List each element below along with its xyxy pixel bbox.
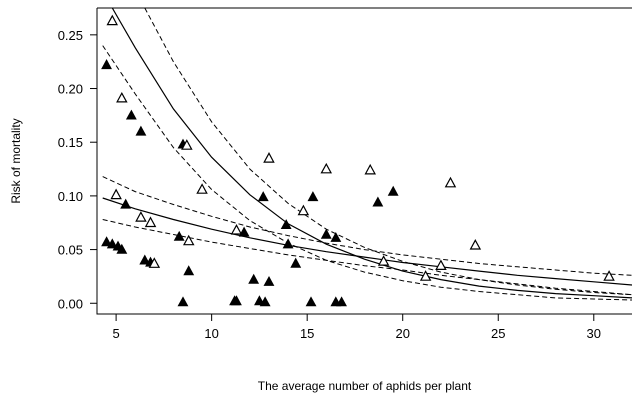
y-tick-label: 0.10 <box>58 189 83 204</box>
filled-triangle-point <box>259 296 271 307</box>
axis-ticks: 5 10 15 20 25 30 0.00 0.05 0.10 0.15 0.20 0.25 <box>58 28 601 341</box>
x-tick-label: 15 <box>300 326 314 341</box>
confidence-band-5 <box>102 45 632 301</box>
y-tick-label: 0.05 <box>58 243 83 258</box>
y-tick-label: 0.15 <box>58 135 83 150</box>
open-triangle-point <box>469 239 482 250</box>
filled-triangle-point <box>282 238 294 249</box>
x-tick-label: 25 <box>491 326 505 341</box>
filled-triangle-point <box>238 226 250 237</box>
open-triangle-point <box>603 270 615 281</box>
filled-triangle-point <box>336 296 347 307</box>
open-triangle-point <box>135 211 147 222</box>
fitted-curves <box>102 8 632 301</box>
filled-triangle-point <box>263 275 275 286</box>
open-triangle-point <box>110 188 122 200</box>
plot-frame <box>96 8 632 315</box>
confidence-band-1 <box>102 176 632 276</box>
open-triangle-point <box>196 183 208 194</box>
filled-triangle-point <box>101 236 112 247</box>
filled-triangle-point <box>257 191 269 202</box>
filled-triangle-point <box>307 191 319 202</box>
filled-triangle-point <box>290 257 302 268</box>
open-triangle-point <box>263 152 275 163</box>
filled-triangle-point <box>320 228 332 239</box>
x-tick-label: 10 <box>204 326 218 341</box>
x-axis-title: The average number of aphids per plant <box>258 379 472 393</box>
open-triangle-point <box>106 14 119 26</box>
open-triangle-point <box>181 139 193 150</box>
filled-triangle-point <box>125 109 137 120</box>
x-tick-label: 5 <box>112 326 119 341</box>
filled-triangle-point <box>135 125 147 136</box>
open-triangle-point <box>230 224 243 235</box>
y-axis-title: Risk of mortality <box>9 118 23 203</box>
filled-triangle-point <box>101 59 112 70</box>
filled-triangle-point <box>231 295 242 306</box>
filled-triangle-point <box>372 196 384 207</box>
open-triangle-point <box>364 163 377 175</box>
open-triangle-point <box>419 270 432 281</box>
data-points <box>101 14 615 307</box>
filled-triangle-point <box>248 273 260 284</box>
fitted-curve-0 <box>102 197 632 286</box>
filled-triangle-point <box>330 231 342 242</box>
filled-triangle-point <box>106 238 118 249</box>
y-tick-label: 0.00 <box>58 296 83 311</box>
filled-triangle-point <box>280 219 292 229</box>
filled-triangle-point <box>183 265 195 276</box>
y-tick-label: 0.20 <box>58 82 83 97</box>
open-triangle-point <box>297 204 310 216</box>
filled-triangle-point <box>305 296 317 307</box>
open-triangle-point <box>377 255 390 266</box>
open-triangle-point <box>144 216 157 228</box>
filled-triangle-point <box>116 243 128 254</box>
x-tick-label: 20 <box>395 326 409 341</box>
filled-triangle-point <box>139 254 151 265</box>
filled-triangle-point <box>177 296 189 307</box>
fitted-curve-3 <box>111 8 632 299</box>
open-triangle-point <box>320 162 333 174</box>
open-triangle-point <box>148 257 161 268</box>
filled-triangle-point <box>387 185 399 196</box>
open-triangle-point <box>116 91 128 103</box>
filled-triangle-point <box>120 198 132 209</box>
open-triangle-point <box>444 176 457 188</box>
y-tick-label: 0.25 <box>58 28 83 43</box>
filled-triangle-point <box>173 230 185 241</box>
open-triangle-point <box>182 234 195 246</box>
open-triangle-point <box>435 259 447 270</box>
confidence-band-4 <box>144 8 632 296</box>
x-tick-label: 30 <box>587 326 601 341</box>
confidence-band-2 <box>102 219 632 296</box>
